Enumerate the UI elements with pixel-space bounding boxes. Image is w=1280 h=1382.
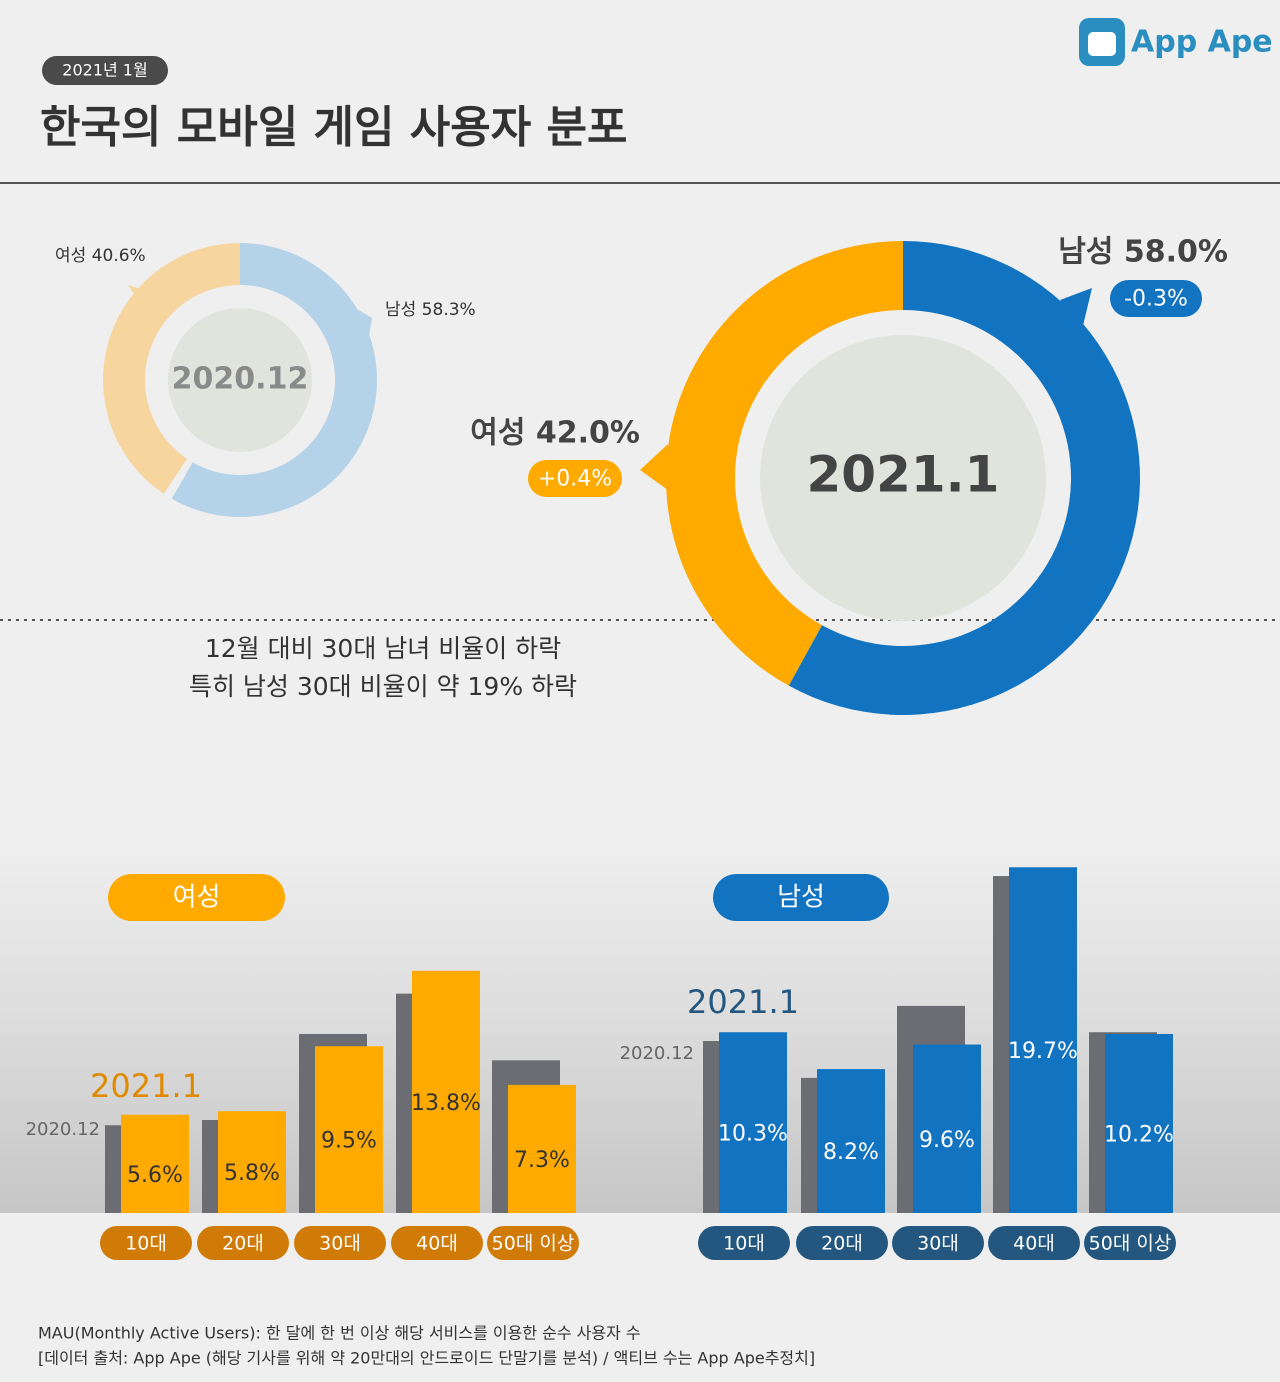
panel-title: 남성 xyxy=(777,883,825,913)
slice-label: 여성 42.0% xyxy=(470,416,640,451)
slice-label: 남성 58.3% xyxy=(385,300,476,320)
x-tick-label: 10대 xyxy=(125,1233,167,1255)
x-tick-label: 50대 이상 xyxy=(1089,1233,1172,1255)
value-label: 19.7% xyxy=(1008,1039,1078,1064)
value-label: 7.3% xyxy=(514,1148,570,1173)
category-pill xyxy=(487,1226,579,1260)
slice-label: 남성 58.0% xyxy=(1058,235,1228,270)
bar xyxy=(1105,1033,1173,1213)
category-pill xyxy=(391,1226,483,1260)
series-label: 2020.12 xyxy=(620,1043,694,1064)
logo-text: App Ape xyxy=(1131,25,1273,60)
bar xyxy=(121,1114,189,1213)
value-label: 8.2% xyxy=(823,1140,879,1165)
donut-slice xyxy=(666,241,903,686)
value-label: 5.8% xyxy=(224,1161,280,1186)
footnote: [데이터 출처: App Ape (해당 기사를 위해 약 20만대의 안드로이… xyxy=(38,1349,815,1368)
value-label: 13.8% xyxy=(411,1091,481,1116)
category-pill xyxy=(892,1226,984,1260)
category-pill xyxy=(294,1226,386,1260)
x-tick-label: 20대 xyxy=(222,1233,264,1255)
donut-slice xyxy=(788,241,1140,716)
bar xyxy=(315,1046,383,1213)
value-label: 9.6% xyxy=(919,1128,975,1153)
value-label: 5.6% xyxy=(127,1163,183,1188)
slice-label: 여성 40.6% xyxy=(55,246,146,266)
change-label: -0.3% xyxy=(1124,287,1188,312)
category-pill xyxy=(698,1226,790,1260)
category-pill xyxy=(988,1226,1080,1260)
change-pill xyxy=(528,460,622,497)
series-label: 2021.1 xyxy=(687,983,799,1021)
panel-pill xyxy=(108,874,285,921)
bar xyxy=(719,1032,787,1213)
donut-slice xyxy=(171,243,377,517)
change-label: +0.4% xyxy=(538,467,612,492)
x-tick-label: 40대 xyxy=(416,1233,458,1255)
x-tick-label: 30대 xyxy=(319,1233,361,1255)
page-title: 한국의 모바일 게임 사용자 분포 xyxy=(40,102,628,153)
change-pill xyxy=(1110,280,1202,317)
x-tick-label: 50대 이상 xyxy=(492,1233,575,1255)
value-label: 9.5% xyxy=(321,1129,377,1154)
footnote: MAU(Monthly Active Users): 한 달에 한 번 이상 해… xyxy=(38,1324,641,1343)
date-badge xyxy=(42,56,168,85)
value-label: 10.3% xyxy=(718,1122,788,1147)
pointer xyxy=(128,285,150,300)
category-pill xyxy=(796,1226,888,1260)
series-label: 2021.1 xyxy=(90,1067,202,1105)
bar xyxy=(817,1069,885,1213)
bar xyxy=(218,1111,286,1213)
bar xyxy=(913,1044,981,1213)
x-tick-label: 20대 xyxy=(821,1233,863,1255)
series-label: 2020.12 xyxy=(26,1119,100,1140)
pointer xyxy=(1060,288,1092,330)
donut-center xyxy=(168,308,312,452)
category-pill xyxy=(197,1226,289,1260)
pointer xyxy=(350,305,372,342)
x-tick-label: 10대 xyxy=(723,1233,765,1255)
logo-face xyxy=(1088,32,1116,56)
donut-slice xyxy=(103,243,240,494)
panel-pill xyxy=(713,874,889,921)
donut-center xyxy=(760,335,1046,621)
logo: App Ape xyxy=(1079,18,1273,66)
donut-center-label: 2020.12 xyxy=(172,362,309,397)
bar xyxy=(412,970,480,1213)
panel-title: 여성 xyxy=(173,883,221,913)
pointer xyxy=(640,444,668,490)
bar xyxy=(1009,867,1077,1213)
bar xyxy=(508,1084,576,1213)
date-badge-text: 2021년 1월 xyxy=(62,61,147,80)
category-pill xyxy=(1084,1226,1176,1260)
x-tick-label: 40대 xyxy=(1013,1233,1055,1255)
donut-center-label: 2021.1 xyxy=(807,446,1000,504)
value-label: 10.2% xyxy=(1104,1122,1174,1147)
note-line: 특히 남성 30대 비율이 약 19% 하락 xyxy=(189,672,577,701)
x-tick-label: 30대 xyxy=(917,1233,959,1255)
note-line: 12월 대비 30대 남녀 비율이 하락 xyxy=(205,634,561,663)
category-pill xyxy=(100,1226,192,1260)
